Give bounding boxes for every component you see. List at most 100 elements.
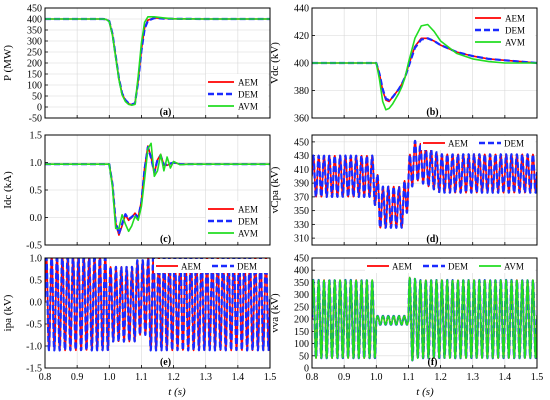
y-tick-label: 300 — [27, 37, 42, 48]
y-tick-label: 0 — [37, 103, 42, 114]
x-tick-label: 1.5 — [264, 372, 277, 383]
y-tick-label: 310 — [294, 234, 309, 245]
series-line-dem — [312, 37, 537, 102]
legend-background — [473, 10, 535, 50]
y-tick-label: 150 — [294, 327, 309, 338]
series-line-dem — [45, 258, 270, 352]
y-tick-label: 360 — [294, 114, 309, 125]
legend: AEM DEM — [421, 136, 535, 150]
x-tick-label: 1.0 — [103, 372, 116, 383]
y-tick-label: 400 — [294, 266, 309, 277]
legend-label: AVM — [238, 229, 258, 239]
y-tick-label: 390 — [294, 179, 309, 190]
y-tick-label: 420 — [294, 31, 309, 42]
y-tick-label: 0.0 — [30, 213, 43, 224]
y-tick-label: 350 — [294, 278, 309, 289]
legend-label: AEM — [505, 14, 525, 24]
series-line-avm — [312, 23, 537, 111]
legend: AEM DEM AVM — [206, 74, 268, 114]
panel-label: (c) — [160, 234, 171, 245]
panel-label: (f) — [428, 357, 438, 368]
legend-background — [421, 136, 535, 150]
x-tick-label: 1.4 — [232, 372, 245, 383]
plot-frame — [311, 134, 538, 246]
legend-label: AVM — [238, 102, 258, 112]
legend: AEM DEM — [154, 259, 268, 273]
legend-label: DEM — [448, 262, 468, 272]
plot-frame — [44, 257, 271, 369]
y-tick-label: 0.5 — [30, 186, 43, 197]
y-tick-label: 1.0 — [30, 158, 43, 169]
plot-frame — [311, 257, 538, 369]
legend: AEM DEM AVM — [365, 259, 535, 273]
y-tick-label: 200 — [294, 315, 309, 326]
y-tick-label: 250 — [294, 302, 309, 313]
x-tick-label: 1.5 — [531, 372, 544, 383]
y-tick-label: -0.5 — [26, 320, 42, 331]
y-tick-label: 0.0 — [30, 298, 43, 309]
y-tick-label: 400 — [294, 59, 309, 70]
legend-label: AEM — [238, 205, 258, 215]
y-tick-label: 300 — [294, 290, 309, 301]
y-tick-label: 450 — [27, 4, 42, 15]
y-axis-label: vCpa (kV) — [269, 166, 281, 213]
y-axis-label: Idc (kA) — [2, 171, 14, 209]
x-axis-label-left: t (s) — [168, 386, 186, 398]
y-tick-label: 50 — [32, 92, 42, 103]
legend-label: AVM — [505, 38, 525, 48]
legend-label: AEM — [181, 262, 201, 272]
legend-background — [206, 74, 268, 114]
x-tick-label: 1.1 — [402, 372, 415, 383]
panel-label: (e) — [160, 357, 171, 368]
y-tick-label: 330 — [294, 220, 309, 231]
legend-background — [206, 201, 268, 241]
subplot-c: -0.5 0.0 0.5 1.0 1.5 Idc (kA) (c) AEM DEM AVM — [2, 131, 271, 252]
y-axis-label: vva (kV) — [269, 293, 281, 333]
y-tick-label: 50 — [299, 351, 309, 362]
y-tick-label: 250 — [27, 48, 42, 59]
y-tick-label: 100 — [294, 339, 309, 350]
legend-label: AEM — [238, 78, 258, 88]
legend-background — [365, 259, 535, 273]
legend-background — [154, 259, 268, 273]
subplot-d: 310 330 350 370 390 410 430 450 vCpa (kV) (d) AEM D… — [269, 134, 538, 246]
legend-label: AVM — [504, 262, 524, 272]
y-tick-label: 450 — [294, 254, 309, 265]
y-tick-label: 370 — [294, 192, 309, 203]
y-tick-label: 450 — [294, 137, 309, 148]
panel-label: (b) — [426, 107, 438, 118]
y-tick-label: 440 — [294, 4, 309, 15]
x-tick-label: 1.3 — [199, 372, 212, 383]
series-line-avm — [45, 16, 270, 106]
x-tick-label: 0.8 — [306, 372, 319, 383]
y-tick-label: 350 — [27, 26, 42, 37]
x-tick-label: 1.1 — [135, 372, 148, 383]
series-line-dem — [312, 139, 537, 229]
y-tick-label: 200 — [27, 59, 42, 70]
y-tick-label: 350 — [294, 206, 309, 217]
y-tick-label: -50 — [29, 114, 42, 125]
y-tick-label: 1.5 — [30, 131, 43, 142]
x-tick-label: 1.2 — [434, 372, 447, 383]
x-tick-label: 0.8 — [39, 372, 52, 383]
plot-frame — [44, 134, 271, 246]
plot-frame — [44, 7, 271, 119]
legend-label: DEM — [237, 262, 257, 272]
y-axis-label: P (MW) — [2, 45, 14, 81]
y-tick-label: -1.0 — [26, 342, 42, 353]
panel-label: (d) — [426, 234, 438, 245]
y-tick-label: 0.5 — [30, 276, 43, 287]
series-line-avm — [312, 276, 537, 362]
x-tick-label: 0.9 — [338, 372, 351, 383]
legend: AEM DEM AVM — [206, 201, 268, 241]
legend-label: DEM — [505, 26, 525, 36]
y-tick-label: 1.0 — [30, 254, 43, 265]
y-tick-label: 100 — [27, 81, 42, 92]
series-line-dem — [45, 146, 270, 236]
y-tick-label: 380 — [294, 86, 309, 97]
x-tick-label: 1.0 — [370, 372, 383, 383]
x-axis-label-right: t (s) — [416, 386, 434, 398]
y-axis-label: ipa (kV) — [2, 294, 14, 331]
